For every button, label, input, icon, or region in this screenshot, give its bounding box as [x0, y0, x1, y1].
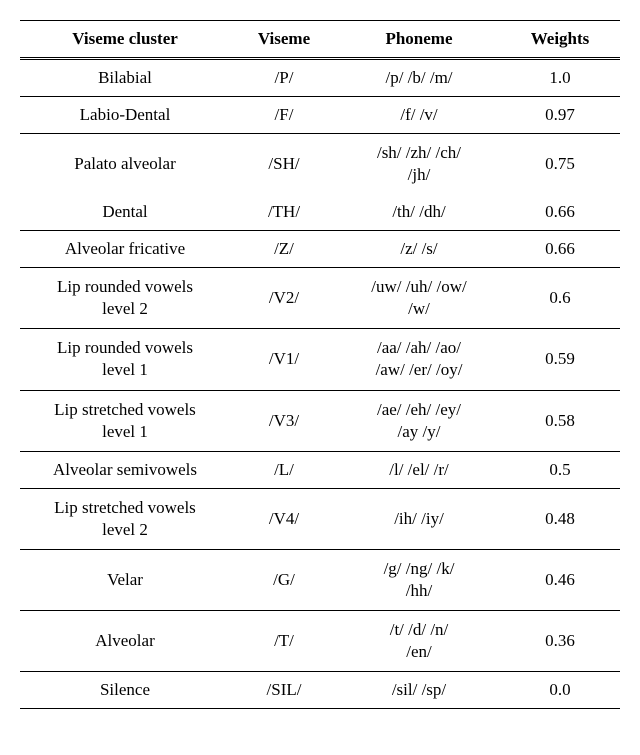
cell-cluster: Silence — [20, 672, 230, 709]
table-row: Lip stretched vowelslevel 1/V3//ae/ /eh/… — [20, 390, 620, 451]
cell-viseme: /L/ — [230, 451, 338, 488]
cell-viseme: /Z/ — [230, 231, 338, 268]
table-body: Bilabial/P//p/ /b/ /m/1.0Labio-Dental/F/… — [20, 59, 620, 709]
cell-phoneme: /z/ /s/ — [338, 231, 500, 268]
table-header: Viseme cluster Viseme Phoneme Weights — [20, 21, 620, 59]
cell-phoneme: /ih/ /iy/ — [338, 488, 500, 549]
cell-weights: 0.75 — [500, 134, 620, 195]
table-row: Alveolar fricative/Z//z/ /s/0.66 — [20, 231, 620, 268]
cell-viseme: /V3/ — [230, 390, 338, 451]
cell-phoneme: /ae/ /eh/ /ey//ay /y/ — [338, 390, 500, 451]
table-row: Lip rounded vowelslevel 2/V2//uw/ /uh/ /… — [20, 268, 620, 329]
cell-cluster: Lip stretched vowelslevel 1 — [20, 390, 230, 451]
cell-viseme: /V2/ — [230, 268, 338, 329]
header-cluster: Viseme cluster — [20, 21, 230, 59]
cell-weights: 0.66 — [500, 194, 620, 231]
cell-phoneme: /aa/ /ah/ /ao//aw/ /er/ /oy/ — [338, 329, 500, 390]
cell-viseme: /V4/ — [230, 488, 338, 549]
cell-weights: 0.6 — [500, 268, 620, 329]
cell-viseme: /P/ — [230, 59, 338, 97]
cell-weights: 1.0 — [500, 59, 620, 97]
cell-phoneme: /l/ /el/ /r/ — [338, 451, 500, 488]
cell-viseme: /T/ — [230, 611, 338, 672]
cell-viseme: /TH/ — [230, 194, 338, 231]
cell-phoneme: /f/ /v/ — [338, 97, 500, 134]
table-row: Lip rounded vowelslevel 1/V1//aa/ /ah/ /… — [20, 329, 620, 390]
table-row: Silence/SIL//sil/ /sp/0.0 — [20, 672, 620, 709]
cell-phoneme: /uw/ /uh/ /ow//w/ — [338, 268, 500, 329]
cell-phoneme: /sh/ /zh/ /ch//jh/ — [338, 134, 500, 195]
table-row: Dental/TH//th/ /dh/0.66 — [20, 194, 620, 231]
cell-phoneme: /g/ /ng/ /k//hh/ — [338, 549, 500, 610]
header-weights: Weights — [500, 21, 620, 59]
cell-weights: 0.97 — [500, 97, 620, 134]
cell-weights: 0.48 — [500, 488, 620, 549]
cell-weights: 0.0 — [500, 672, 620, 709]
cell-viseme: /F/ — [230, 97, 338, 134]
cell-viseme: /G/ — [230, 549, 338, 610]
cell-phoneme: /t/ /d/ /n//en/ — [338, 611, 500, 672]
cell-phoneme: /p/ /b/ /m/ — [338, 59, 500, 97]
cell-cluster: Alveolar fricative — [20, 231, 230, 268]
table-row: Lip stretched vowelslevel 2/V4//ih/ /iy/… — [20, 488, 620, 549]
header-viseme: Viseme — [230, 21, 338, 59]
table-row: Alveolar semivowels/L//l/ /el/ /r/0.5 — [20, 451, 620, 488]
cell-cluster: Lip stretched vowelslevel 2 — [20, 488, 230, 549]
cell-viseme: /V1/ — [230, 329, 338, 390]
cell-cluster: Labio-Dental — [20, 97, 230, 134]
cell-weights: 0.58 — [500, 390, 620, 451]
cell-phoneme: /th/ /dh/ — [338, 194, 500, 231]
cell-weights: 0.46 — [500, 549, 620, 610]
cell-cluster: Alveolar — [20, 611, 230, 672]
table-row: Bilabial/P//p/ /b/ /m/1.0 — [20, 59, 620, 97]
cell-cluster: Velar — [20, 549, 230, 610]
table-row: Palato alveolar/SH//sh/ /zh/ /ch//jh/0.7… — [20, 134, 620, 195]
cell-viseme: /SH/ — [230, 134, 338, 195]
cell-weights: 0.66 — [500, 231, 620, 268]
cell-weights: 0.59 — [500, 329, 620, 390]
cell-weights: 0.5 — [500, 451, 620, 488]
table-row: Labio-Dental/F//f/ /v/0.97 — [20, 97, 620, 134]
cell-cluster: Lip rounded vowelslevel 2 — [20, 268, 230, 329]
viseme-table: Viseme cluster Viseme Phoneme Weights Bi… — [20, 20, 620, 709]
cell-weights: 0.36 — [500, 611, 620, 672]
cell-viseme: /SIL/ — [230, 672, 338, 709]
table-row: Alveolar/T//t/ /d/ /n//en/0.36 — [20, 611, 620, 672]
cell-cluster: Alveolar semivowels — [20, 451, 230, 488]
cell-phoneme: /sil/ /sp/ — [338, 672, 500, 709]
cell-cluster: Palato alveolar — [20, 134, 230, 195]
cell-cluster: Lip rounded vowelslevel 1 — [20, 329, 230, 390]
header-phoneme: Phoneme — [338, 21, 500, 59]
cell-cluster: Dental — [20, 194, 230, 231]
table-row: Velar/G//g/ /ng/ /k//hh/0.46 — [20, 549, 620, 610]
cell-cluster: Bilabial — [20, 59, 230, 97]
